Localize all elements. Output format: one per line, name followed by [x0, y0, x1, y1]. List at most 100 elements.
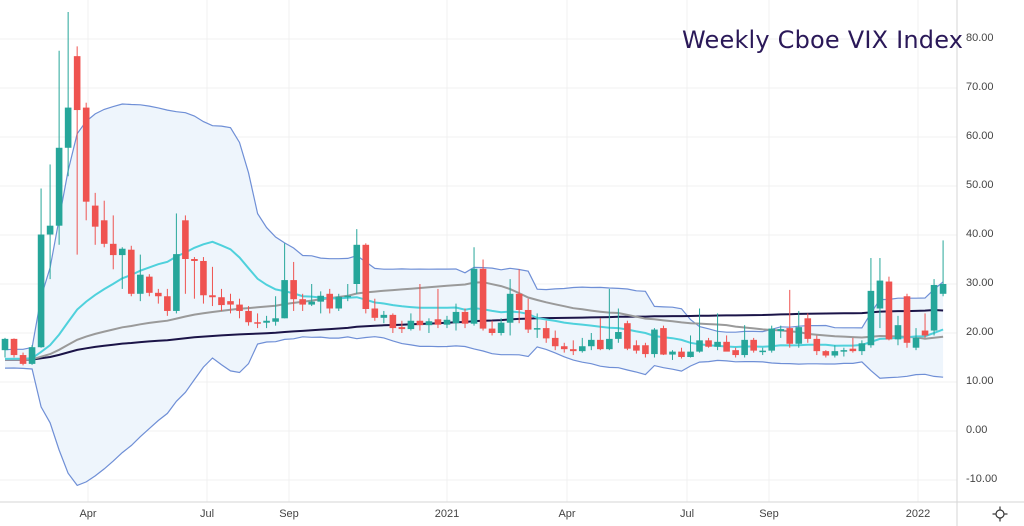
- candle: [597, 318, 604, 351]
- candle-body: [28, 347, 36, 364]
- candle: [551, 330, 559, 351]
- y-tick-label: 50.00: [966, 179, 994, 191]
- chart-title: Weekly Cboe VIX Index: [682, 26, 964, 54]
- candle-body: [894, 325, 902, 340]
- candle: [308, 284, 315, 307]
- candle: [109, 215, 117, 270]
- candle: [705, 337, 712, 348]
- candle: [55, 50, 63, 245]
- candle-body: [930, 284, 938, 331]
- candle-body: [705, 340, 712, 347]
- candle-body: [109, 243, 117, 256]
- candle: [127, 245, 135, 297]
- candle: [506, 279, 514, 336]
- candle: [588, 333, 595, 351]
- candle-body: [127, 249, 135, 294]
- candle: [91, 192, 99, 245]
- candle-body: [669, 351, 676, 355]
- candle-body: [155, 292, 162, 297]
- settings-gear-icon[interactable]: [992, 506, 1008, 522]
- y-tick-label: 10.00: [966, 375, 994, 387]
- candle: [37, 188, 45, 348]
- candle-body: [82, 107, 90, 202]
- candle: [840, 347, 848, 357]
- candle-body: [218, 297, 225, 306]
- candle-body: [804, 318, 812, 339]
- candle-body: [660, 328, 667, 355]
- candle-body: [254, 322, 261, 324]
- candle: [155, 288, 162, 304]
- candle-body: [759, 350, 766, 353]
- lower-band-line: [4, 336, 944, 487]
- candle-body: [380, 314, 388, 318]
- candle: [894, 315, 902, 346]
- candle: [317, 291, 324, 314]
- candle: [245, 306, 252, 326]
- candle: [191, 257, 198, 299]
- y-tick-label: 0.00: [966, 424, 988, 436]
- candle: [578, 337, 586, 353]
- candle-body: [597, 339, 604, 350]
- candle: [876, 258, 884, 329]
- candle-body: [921, 330, 929, 336]
- candle-body: [416, 320, 424, 326]
- candle-body: [461, 311, 469, 324]
- candle-body: [326, 293, 334, 309]
- candle: [678, 347, 685, 359]
- candle-body: [407, 320, 415, 330]
- candle: [858, 340, 866, 356]
- candle-body: [263, 320, 270, 323]
- candle: [398, 320, 406, 333]
- candle-body: [741, 339, 748, 356]
- candle: [542, 320, 550, 343]
- candle-body: [813, 338, 821, 352]
- candle: [560, 342, 568, 353]
- candle: [651, 328, 658, 358]
- candle-body: [425, 321, 433, 326]
- candle: [660, 325, 667, 356]
- candle-body: [696, 340, 703, 352]
- candle-body: [678, 351, 685, 358]
- candle: [930, 279, 938, 336]
- candle: [624, 320, 631, 351]
- candle: [209, 266, 216, 307]
- candle: [461, 308, 469, 329]
- candle: [714, 313, 721, 351]
- candle-body: [840, 350, 848, 352]
- candle-body: [533, 328, 541, 330]
- candle-body: [470, 268, 478, 324]
- y-tick-label: 40.00: [966, 228, 994, 240]
- y-tick-label: 70.00: [966, 81, 994, 93]
- candle-body: [768, 328, 775, 351]
- candle-body: [236, 304, 243, 311]
- x-tick-label: Apr: [79, 508, 97, 520]
- candle-body: [822, 351, 830, 356]
- candle-body: [506, 293, 514, 323]
- candle-body: [732, 350, 739, 356]
- candle: [236, 298, 243, 319]
- candle-body: [687, 351, 694, 358]
- candle-body: [912, 337, 920, 348]
- candle-body: [146, 276, 153, 293]
- candle: [380, 310, 388, 324]
- x-tick-label: Sep: [759, 508, 779, 520]
- candle: [353, 229, 361, 294]
- y-tick-label: 80.00: [966, 32, 994, 44]
- candle-body: [317, 295, 324, 302]
- candle-body: [606, 338, 613, 350]
- candle: [82, 102, 90, 221]
- candle: [371, 298, 379, 321]
- candle-body: [73, 56, 81, 111]
- candle: [515, 269, 523, 324]
- candle: [669, 350, 676, 360]
- candle: [452, 303, 460, 331]
- candle-body: [488, 328, 496, 333]
- candle: [813, 335, 821, 356]
- candle: [263, 315, 270, 329]
- candle-body: [434, 319, 442, 325]
- x-tick-label: 2022: [905, 508, 931, 520]
- candle-body: [750, 339, 757, 351]
- candle-body: [398, 327, 406, 330]
- candle: [687, 335, 694, 358]
- candle: [768, 325, 775, 353]
